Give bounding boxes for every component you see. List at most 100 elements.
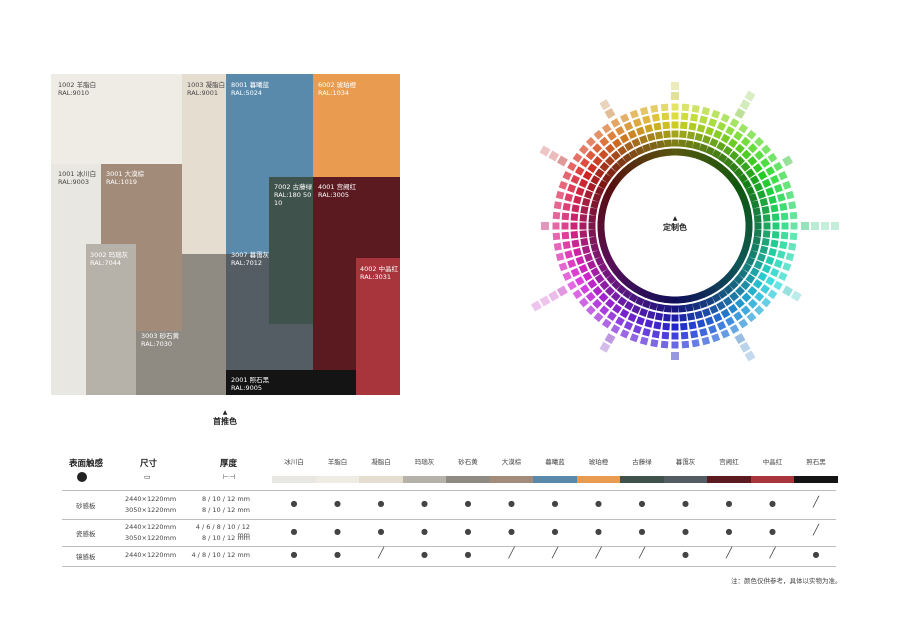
row-thickness: 8 / 10 / 12 mm — [201, 534, 250, 542]
wheel-tile — [629, 333, 639, 343]
wheel-tile — [663, 313, 671, 322]
wheel-tile — [584, 252, 594, 262]
available-dot-icon: ● — [421, 527, 428, 536]
header-thickness: 厚度 — [220, 459, 238, 469]
wheel-tile — [770, 204, 779, 213]
wheel-tile — [588, 214, 597, 223]
wheel-tile — [599, 202, 608, 212]
label-4001: 4001 宫阙红 RAL:3005 — [318, 183, 357, 199]
label-4002: 4002 中晶红 RAL:3031 — [360, 265, 399, 281]
color-strip — [576, 476, 621, 483]
wheel-tile — [599, 305, 610, 316]
wheel-tile — [770, 174, 780, 185]
divider — [62, 566, 836, 567]
wheel-tile — [760, 158, 770, 168]
wheel-tile — [644, 319, 654, 328]
available-dot-icon: ● — [769, 499, 776, 508]
wheel-tile — [598, 292, 609, 303]
wheel-tile — [607, 131, 617, 141]
available-dot-icon: ● — [464, 527, 472, 536]
wheel-tile — [671, 103, 679, 111]
wheel-tile — [692, 141, 701, 151]
wheel-tile — [711, 149, 722, 159]
color-strip — [707, 476, 751, 483]
wheel-tile — [575, 256, 585, 266]
wheel-tile — [590, 267, 601, 277]
wheel-tile — [604, 107, 616, 119]
wheel-tile — [685, 140, 694, 149]
wheel-tile — [713, 129, 723, 140]
wheel-tile — [713, 312, 723, 323]
wheel-tile — [548, 150, 560, 162]
wheel-tile — [620, 329, 630, 339]
wheel-tile — [561, 231, 570, 240]
wheel-tile — [748, 193, 758, 203]
wheel-tile — [773, 161, 783, 172]
wheel-tile — [720, 113, 730, 123]
wheel-tile — [661, 112, 670, 121]
wheel-tile — [747, 143, 758, 154]
wheel-tile — [632, 118, 642, 128]
wheel-tile — [639, 307, 649, 317]
wheel-tile — [635, 296, 645, 306]
wheel-tile — [716, 141, 726, 152]
wheel-tile — [604, 286, 615, 297]
wheel-tile — [761, 178, 772, 188]
wheel-tile — [765, 166, 776, 176]
wheel-tile — [776, 250, 786, 259]
wheel-tile — [610, 291, 621, 302]
unavailable-slash-icon: ╱ — [769, 548, 776, 559]
swatch-2001 — [226, 370, 356, 395]
column-header: 冰川白 — [284, 458, 304, 466]
wheel-tile — [756, 252, 766, 262]
available-dot-icon: ● — [682, 550, 689, 559]
wheel-tile — [709, 304, 719, 315]
wheel-tile — [699, 327, 708, 337]
wheel-tile — [734, 107, 746, 119]
wheel-tile — [590, 243, 600, 252]
wheel-tile — [743, 209, 752, 218]
wheel-tile — [581, 197, 591, 207]
wheel-tile — [552, 211, 561, 220]
wheel-tile — [696, 124, 706, 133]
wheel-tile — [653, 321, 662, 330]
available-dot-icon: ● — [551, 527, 559, 536]
wheel-tile — [629, 109, 639, 119]
wheel-tile — [580, 158, 590, 168]
wheel-tile — [757, 170, 768, 181]
wheel-tile — [686, 312, 696, 321]
wheel-tile — [750, 243, 760, 252]
custom-caption: ▲ 定制色 — [655, 215, 695, 233]
row-size: 3050×1220mm — [125, 506, 177, 514]
wheel-tile — [752, 236, 761, 245]
wheel-tile — [722, 145, 733, 156]
wheel-tile — [745, 256, 755, 266]
available-dot-icon: ● — [334, 499, 341, 508]
swatch-3003b — [182, 254, 226, 331]
wheel-tile — [564, 250, 574, 259]
wheel-tile — [567, 280, 577, 291]
wheel-tile — [765, 276, 776, 286]
wheel-tile — [742, 202, 751, 212]
wheel-tile — [705, 126, 715, 136]
wheel-tile — [644, 124, 654, 133]
wheel-tile — [660, 340, 669, 349]
color-strip — [533, 476, 577, 483]
wheel-tile — [628, 293, 639, 303]
wheel-tile — [651, 150, 661, 159]
wheel-tile — [555, 190, 565, 200]
wheel-tile — [601, 318, 612, 329]
wheel-tile — [782, 155, 794, 167]
wheel-tile — [716, 321, 727, 331]
wheel-tile — [584, 190, 594, 200]
row-texture: 瓷感板 — [76, 530, 96, 538]
wheel-tile — [617, 145, 628, 156]
wheel-tile — [679, 313, 687, 322]
wheel-tile — [599, 280, 610, 291]
wheel-tile — [716, 121, 727, 131]
wheel-tile — [754, 222, 762, 230]
wheel-tile — [761, 144, 772, 155]
wheel-tile — [574, 166, 585, 176]
unavailable-slash-icon: ╱ — [812, 525, 820, 536]
wheel-tile — [740, 305, 751, 316]
